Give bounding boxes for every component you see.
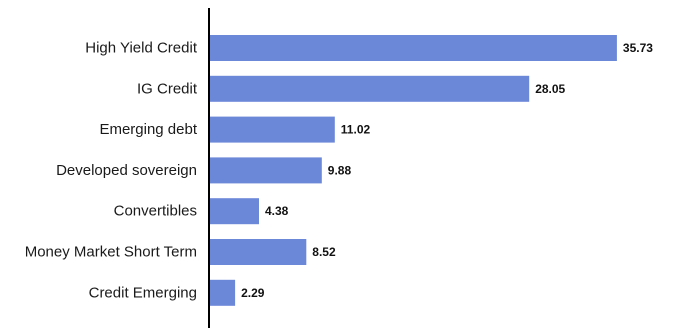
bar-developed-sovereign	[209, 157, 322, 184]
category-labels: High Yield Credit IG Credit Emerging debt D…	[25, 40, 198, 302]
value-label: 8.52	[312, 245, 336, 259]
category-label: High Yield Credit	[85, 40, 198, 57]
category-label: Emerging debt	[99, 121, 197, 138]
category-label: Developed sovereign	[56, 162, 197, 179]
category-label: Money Market Short Term	[25, 244, 197, 261]
value-label: 35.73	[623, 41, 653, 55]
bar-high-yield-credit	[209, 35, 617, 61]
bar-emerging-debt	[209, 116, 335, 143]
bars-layer	[209, 35, 617, 306]
value-label: 28.05	[535, 82, 565, 96]
bar-convertibles	[209, 198, 259, 225]
category-label: Credit Emerging	[89, 284, 197, 301]
value-label: 4.38	[265, 204, 289, 218]
bar-credit-emerging	[209, 279, 236, 306]
bar-ig-credit	[209, 75, 530, 102]
category-label: IG Credit	[137, 80, 198, 97]
bar-money-market-short-term	[209, 239, 307, 265]
value-label: 11.02	[341, 123, 371, 137]
value-label: 2.29	[241, 286, 265, 300]
value-label: 9.88	[328, 163, 352, 177]
category-label: Convertibles	[114, 203, 197, 220]
value-labels: 35.73 28.05 11.02 9.88 4.38 8.52 2.29	[241, 41, 653, 300]
